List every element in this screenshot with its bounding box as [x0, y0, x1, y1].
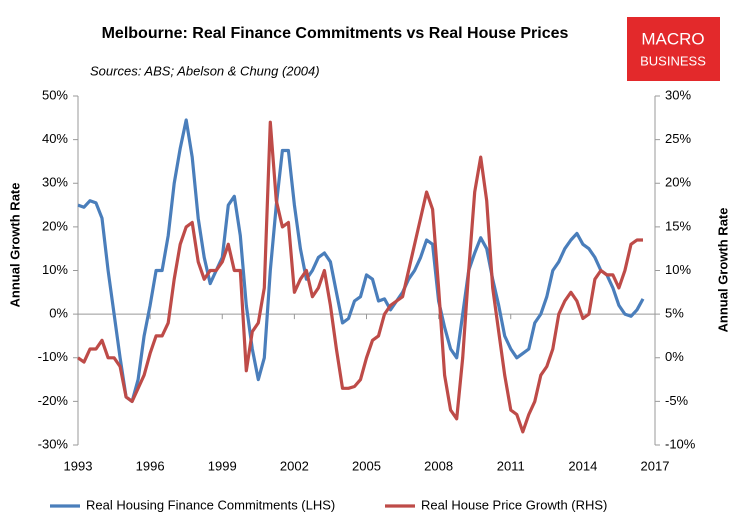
legend-label: Real House Price Growth (RHS) [421, 497, 607, 512]
logo-box [627, 17, 720, 81]
y-tick-label: 0% [49, 306, 68, 321]
y2-tick-label: 20% [665, 175, 691, 190]
x-tick-label: 1999 [208, 458, 237, 473]
y-tick-label: 40% [42, 131, 68, 146]
series-line [77, 118, 645, 403]
y-tick-label: 10% [42, 262, 68, 277]
chart-title: Melbourne: Real Finance Commitments vs R… [102, 25, 569, 42]
y-tick-label: -30% [38, 436, 69, 451]
legend-label: Real Housing Finance Commitments (LHS) [86, 497, 335, 512]
x-tick-label: 2005 [352, 458, 381, 473]
x-tick-label: 1993 [64, 458, 93, 473]
x-tick-label: 2017 [641, 458, 670, 473]
y2-tick-label: 25% [665, 131, 691, 146]
y-tick-label: -10% [38, 349, 69, 364]
y2-tick-label: 30% [665, 87, 691, 102]
logo-text: BUSINESS [640, 53, 706, 68]
x-tick-label: 2011 [497, 458, 525, 473]
y2-tick-label: 5% [665, 306, 684, 321]
y-tick-label: -20% [38, 393, 69, 408]
y2-axis-label: Annual Growth Rate [715, 208, 730, 333]
y2-tick-label: -10% [665, 436, 696, 451]
x-tick-label: 2008 [424, 458, 453, 473]
y2-tick-label: -5% [665, 393, 689, 408]
x-tick-label: 2002 [280, 458, 309, 473]
y-tick-label: 20% [42, 218, 68, 233]
x-tick-label: 2014 [568, 458, 597, 473]
series-line [77, 120, 643, 434]
y-tick-label: 50% [42, 87, 68, 102]
logo-text: MACRO [641, 29, 704, 48]
y2-tick-label: 10% [665, 262, 691, 277]
y-axis-label: Annual Growth Rate [7, 183, 22, 308]
chart-subtitle: Sources: ABS; Abelson & Chung (2004) [90, 63, 320, 78]
y2-tick-label: 0% [665, 349, 684, 364]
x-tick-label: 1996 [136, 458, 165, 473]
y2-tick-label: 15% [665, 218, 691, 233]
y-tick-label: 30% [42, 175, 68, 190]
